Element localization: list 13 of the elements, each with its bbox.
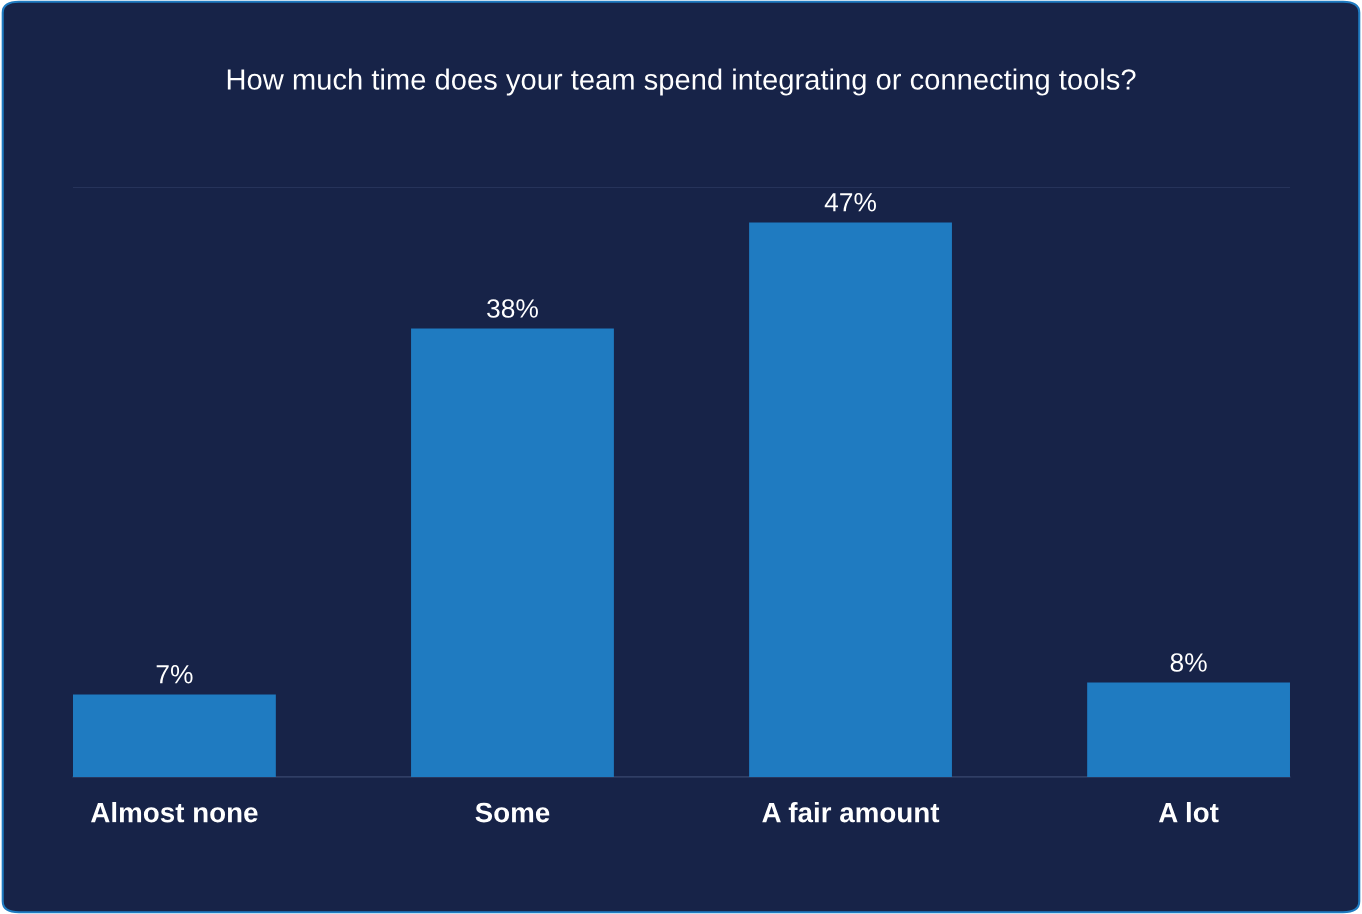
data-label: 47% <box>824 193 876 212</box>
x-tick-label: A fair amount <box>762 802 940 823</box>
chart-title: How much time does your team spend integrating or connecting tools? <box>227 68 1136 96</box>
x-tick-label: A lot <box>1158 802 1219 823</box>
x-tick-label: Almost none <box>91 802 258 823</box>
bar <box>411 328 614 777</box>
bar <box>1087 682 1290 777</box>
data-label: 8% <box>1170 653 1207 672</box>
bar <box>749 222 952 777</box>
data-label: 38% <box>487 299 538 318</box>
bar <box>73 694 276 777</box>
x-tick-label: Some <box>475 802 550 823</box>
data-label: 7% <box>156 665 193 684</box>
